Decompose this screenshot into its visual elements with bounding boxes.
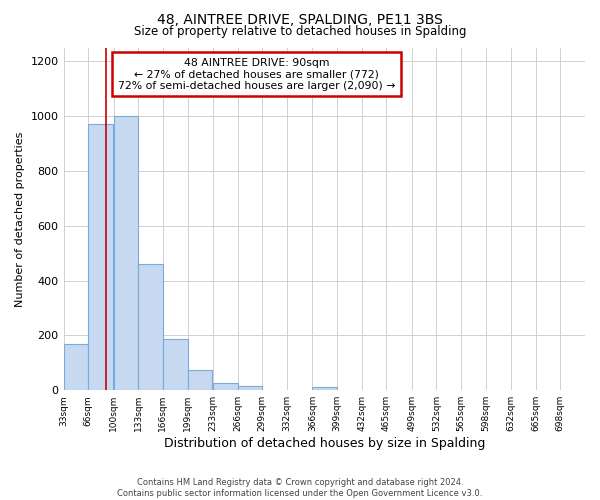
Text: 48, AINTREE DRIVE, SPALDING, PE11 3BS: 48, AINTREE DRIVE, SPALDING, PE11 3BS [157,12,443,26]
Bar [188,370,212,390]
Text: Size of property relative to detached houses in Spalding: Size of property relative to detached ho… [134,25,466,38]
Bar [88,124,113,390]
X-axis label: Distribution of detached houses by size in Spalding: Distribution of detached houses by size … [164,437,485,450]
Bar [313,388,337,390]
Bar [113,116,138,390]
Y-axis label: Number of detached properties: Number of detached properties [15,131,25,306]
Text: Contains HM Land Registry data © Crown copyright and database right 2024.
Contai: Contains HM Land Registry data © Crown c… [118,478,482,498]
Bar [238,386,262,390]
Bar [213,384,238,390]
Bar [138,264,163,390]
Text: 48 AINTREE DRIVE: 90sqm
← 27% of detached houses are smaller (772)
72% of semi-d: 48 AINTREE DRIVE: 90sqm ← 27% of detache… [118,58,395,91]
Bar [64,344,88,390]
Bar [163,340,188,390]
